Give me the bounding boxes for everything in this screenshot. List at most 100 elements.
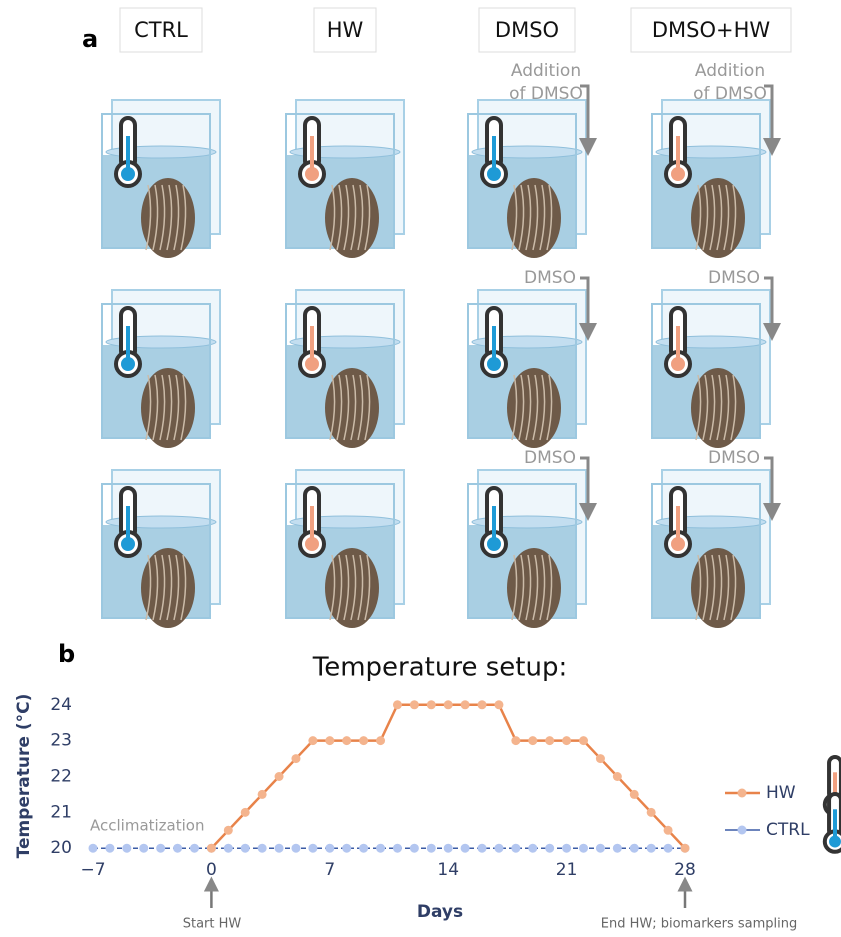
- coral-texture: [364, 374, 371, 441]
- coral-texture: [525, 554, 532, 621]
- column-header: CTRL: [134, 18, 188, 42]
- data-point: [342, 736, 352, 746]
- data-point: [595, 843, 605, 853]
- thermometer-liquid: [492, 136, 496, 172]
- x-tick-label: 28: [674, 860, 696, 880]
- data-point: [173, 843, 183, 853]
- data-point: [545, 843, 555, 853]
- thermometer-fill: [671, 357, 685, 371]
- data-point: [257, 843, 267, 853]
- data-point: [612, 843, 622, 853]
- data-point: [105, 843, 115, 853]
- data-point: [139, 843, 149, 853]
- note-text: of DMSO: [509, 84, 583, 104]
- data-point: [612, 772, 622, 781]
- coral-texture: [709, 374, 716, 441]
- coral-texture: [343, 374, 350, 441]
- coral: [691, 178, 745, 258]
- data-point: [494, 700, 504, 710]
- coral-texture: [180, 554, 187, 621]
- data-point: [376, 736, 386, 746]
- note-arrow: [763, 84, 781, 156]
- thermometer-liquid: [126, 506, 130, 542]
- thermometer-liquid: [310, 506, 314, 542]
- coral-texture: [350, 374, 357, 441]
- thermometer-fill: [487, 167, 501, 181]
- data-point: [359, 736, 369, 746]
- coral-texture: [723, 554, 730, 621]
- coral-texture: [159, 554, 166, 621]
- data-point: [579, 736, 589, 746]
- data-point: [477, 700, 487, 710]
- coral-texture: [173, 184, 180, 251]
- thermometer-fill: [487, 537, 501, 551]
- annotation: End HW; biomarkers sampling: [601, 917, 797, 932]
- coral-texture: [343, 554, 350, 621]
- coral-texture: [716, 374, 723, 441]
- coral-texture: [709, 184, 716, 251]
- note-arrow: [579, 276, 597, 341]
- coral-texture: [159, 374, 166, 441]
- column-header: DMSO+HW: [652, 18, 771, 42]
- coral-texture: [532, 374, 539, 441]
- coral-texture: [532, 554, 539, 621]
- data-point: [257, 789, 267, 799]
- data-point: [308, 843, 318, 853]
- data-point: [663, 843, 673, 853]
- data-point: [511, 736, 521, 746]
- column-header-box: [630, 7, 792, 53]
- data-point: [291, 754, 301, 764]
- coral-texture: [695, 554, 702, 621]
- coral-texture: [145, 184, 152, 251]
- legend-marker: [737, 825, 747, 835]
- coral-texture: [350, 554, 357, 621]
- coral-texture: [152, 554, 159, 621]
- coral-texture: [511, 554, 518, 621]
- coral-texture: [546, 184, 553, 251]
- coral-texture: [723, 374, 730, 441]
- data-point: [223, 825, 233, 835]
- coral-texture: [329, 184, 336, 251]
- coral-texture: [539, 184, 546, 251]
- data-point: [291, 843, 301, 853]
- note-text: DMSO: [708, 268, 760, 288]
- data-point: [528, 736, 538, 746]
- data-point: [122, 843, 132, 853]
- coral-texture: [518, 554, 525, 621]
- note-text: Addition: [511, 61, 581, 81]
- data-point: [629, 789, 639, 799]
- column-header-box: [478, 7, 576, 53]
- thermometer-fill: [305, 537, 319, 551]
- data-point: [460, 700, 470, 710]
- coral-texture: [539, 554, 546, 621]
- data-point: [156, 843, 166, 853]
- thermometer-fill: [305, 167, 319, 181]
- legend-marker: [737, 788, 747, 798]
- thermometer-liquid: [492, 506, 496, 542]
- note-text: DMSO: [524, 448, 576, 468]
- data-point: [376, 843, 386, 853]
- coral-texture: [173, 554, 180, 621]
- coral-texture: [357, 554, 364, 621]
- note-arrow: [763, 456, 781, 521]
- coral-texture: [518, 184, 525, 251]
- panel-label: a: [82, 25, 98, 53]
- coral-texture: [539, 374, 546, 441]
- data-point: [274, 843, 284, 853]
- legend-label: HW: [766, 783, 796, 803]
- x-axis-label: Days: [417, 902, 463, 922]
- coral-texture: [716, 184, 723, 251]
- data-point: [274, 772, 284, 781]
- coral-texture: [357, 374, 364, 441]
- coral-texture: [511, 184, 518, 251]
- coral-texture: [364, 184, 371, 251]
- coral-texture: [145, 374, 152, 441]
- coral-texture: [730, 554, 737, 621]
- thermometer-liquid: [676, 506, 680, 542]
- data-point: [325, 843, 335, 853]
- coral: [141, 548, 195, 628]
- annotation: Start HW: [183, 917, 242, 932]
- coral-texture: [166, 374, 173, 441]
- thermometer-fill: [487, 357, 501, 371]
